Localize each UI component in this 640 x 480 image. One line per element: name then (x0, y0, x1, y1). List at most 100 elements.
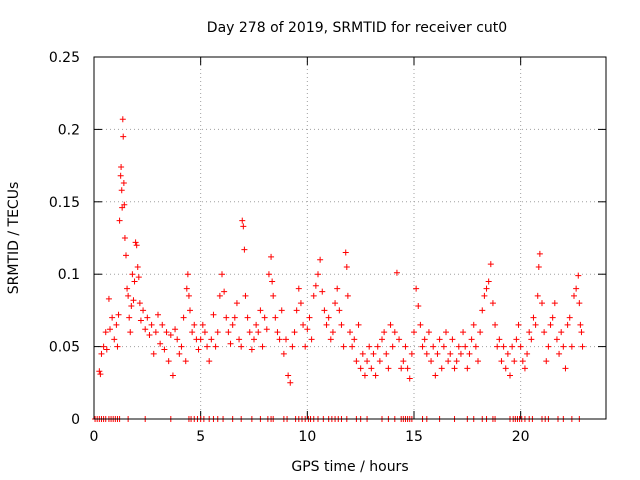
data-point (263, 326, 270, 333)
data-point (221, 288, 228, 295)
data-point (440, 343, 447, 350)
data-point (329, 329, 336, 336)
data-point (507, 372, 513, 379)
data-point (443, 329, 449, 336)
data-point (579, 343, 586, 350)
data-point (223, 314, 230, 321)
data-point (148, 321, 155, 328)
data-point (136, 300, 143, 307)
data-point (208, 336, 215, 343)
y-tick-label: 0.05 (49, 340, 80, 356)
data-point (468, 336, 475, 343)
data-point (270, 292, 277, 299)
plot-frame (93, 56, 607, 420)
data-point (244, 314, 251, 321)
data-point (364, 358, 371, 365)
data-point (103, 346, 110, 353)
data-point (276, 336, 283, 343)
data-point (229, 321, 236, 328)
data-point (528, 336, 535, 343)
data-point (357, 365, 364, 372)
data-point (425, 329, 432, 336)
data-point (201, 329, 208, 336)
data-point (532, 321, 539, 328)
data-point (521, 365, 528, 372)
data-point (453, 358, 460, 365)
data-point (185, 292, 192, 299)
data-point (496, 336, 503, 343)
data-point (238, 343, 245, 350)
data-point (445, 358, 452, 365)
data-point (137, 317, 144, 324)
data-point (312, 282, 319, 289)
data-point (178, 343, 185, 350)
data-point (161, 346, 168, 353)
data-point (119, 116, 126, 123)
data-point (558, 329, 565, 336)
data-point (502, 365, 509, 372)
data-point (578, 329, 585, 336)
data-point (342, 249, 349, 256)
data-point (485, 278, 492, 285)
data-point (118, 164, 125, 171)
data-point (535, 263, 542, 270)
data-point (297, 300, 304, 307)
data-point (197, 336, 204, 343)
data-point (391, 329, 398, 336)
data-point (176, 350, 183, 357)
data-point (438, 365, 445, 372)
data-point (457, 350, 464, 357)
data-point (351, 336, 358, 343)
data-point (97, 371, 104, 378)
data-point (526, 329, 533, 336)
data-point (265, 271, 272, 278)
data-point (415, 303, 422, 310)
data-point (460, 329, 467, 336)
data-point (374, 343, 381, 350)
data-point (184, 271, 191, 278)
grid-lines (94, 57, 606, 419)
data-point (285, 372, 292, 379)
data-point (481, 292, 488, 299)
data-point (361, 372, 368, 379)
data-point (117, 172, 124, 179)
data-point (455, 343, 462, 350)
data-point (568, 343, 575, 350)
data-point (519, 358, 526, 365)
data-point (483, 285, 490, 292)
data-point (132, 239, 139, 246)
x-tick-label: 0 (90, 429, 99, 445)
data-point (492, 321, 499, 328)
data-point (289, 343, 296, 350)
data-point (547, 321, 554, 328)
data-point (142, 326, 149, 333)
data-point (462, 343, 469, 350)
data-point (472, 343, 479, 350)
data-point (464, 365, 471, 372)
data-point (419, 343, 426, 350)
x-tick-label: 5 (196, 429, 205, 445)
data-point (379, 336, 385, 343)
data-point (423, 350, 430, 357)
data-point (183, 285, 190, 292)
data-point (338, 321, 345, 328)
data-point (125, 292, 132, 299)
data-point (102, 329, 109, 336)
data-point (577, 321, 584, 328)
data-point (524, 350, 531, 357)
data-point (513, 336, 520, 343)
data-point (253, 321, 260, 328)
data-point (398, 365, 405, 372)
data-point (428, 358, 435, 365)
data-point (504, 350, 511, 357)
data-point (511, 358, 518, 365)
data-point (180, 314, 187, 321)
data-point (248, 346, 255, 353)
data-point (174, 336, 181, 343)
data-point (199, 321, 206, 328)
data-point (140, 307, 147, 314)
data-point (163, 329, 170, 336)
data-point (389, 343, 396, 350)
data-point (261, 314, 268, 321)
data-point (126, 314, 133, 321)
